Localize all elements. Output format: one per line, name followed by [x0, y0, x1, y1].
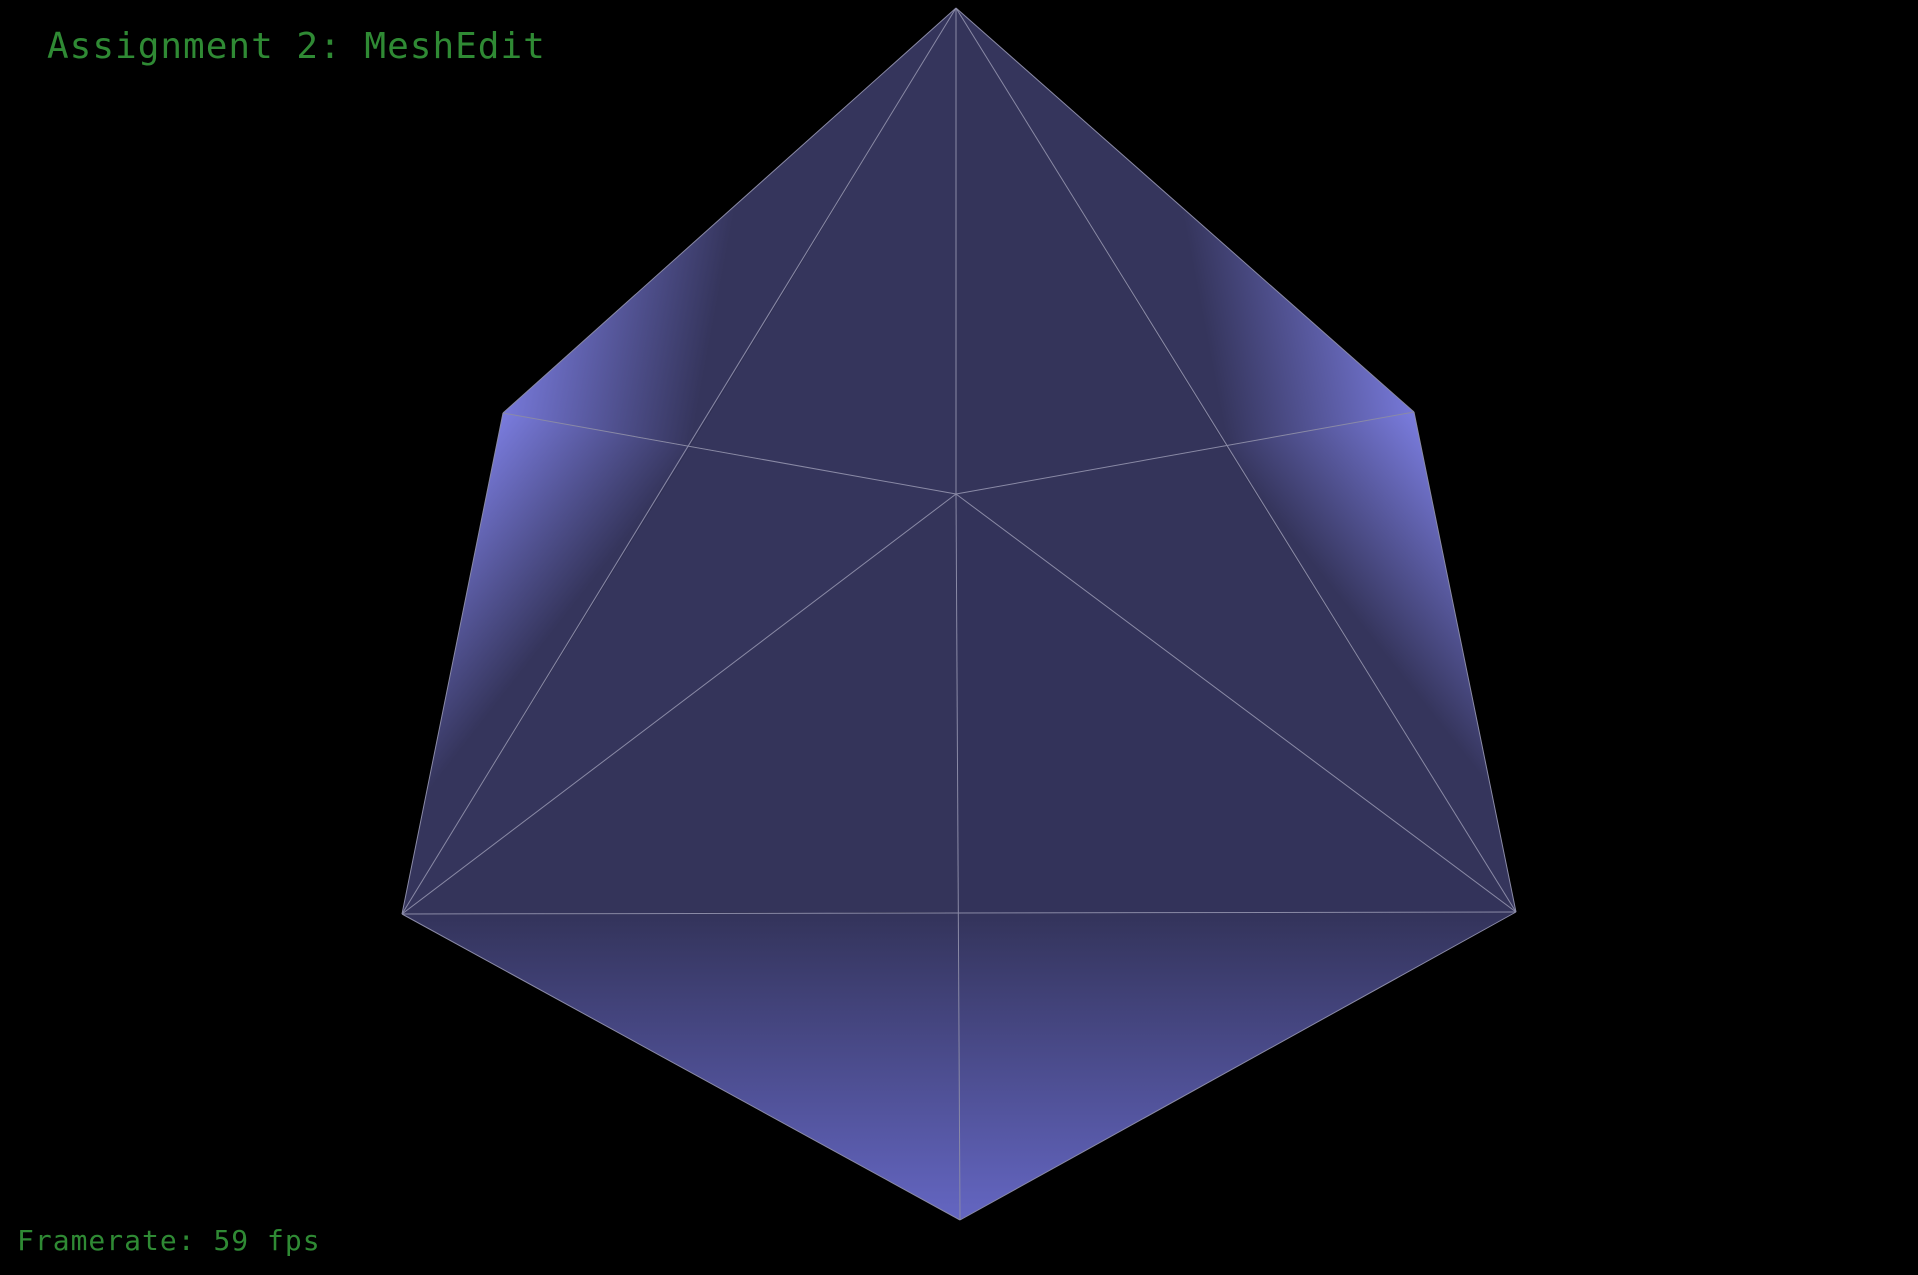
mesh-edge[interactable] — [401, 493, 957, 915]
mesh-edge[interactable] — [502, 7, 957, 414]
mesh-face-top-right-inner[interactable] — [956, 8, 1226, 494]
mesh-edge[interactable] — [959, 911, 1517, 1221]
mesh-edge[interactable] — [955, 411, 1415, 495]
mesh-face-top-right-outer[interactable] — [956, 8, 1414, 446]
mesh-face-right-outer[interactable] — [1226, 412, 1516, 912]
mesh-edge[interactable] — [955, 493, 961, 1221]
mesh-edge[interactable] — [401, 7, 957, 915]
mesh-edge[interactable] — [955, 7, 1517, 913]
mesh-face-left-inner[interactable] — [402, 446, 956, 914]
mesh-edge[interactable] — [401, 911, 1517, 915]
mesh-face-top-left-outer[interactable] — [503, 8, 956, 446]
framerate-readout: Framerate: 59 fps — [17, 1224, 321, 1257]
mesh-edge[interactable] — [401, 913, 961, 1221]
mesh-edge[interactable] — [502, 412, 957, 495]
mesh-edge[interactable] — [1413, 411, 1517, 913]
framerate-unit: fps — [267, 1224, 321, 1257]
mesh-face-right-inner[interactable] — [956, 446, 1516, 912]
mesh-edge[interactable] — [401, 412, 504, 915]
framerate-label: Framerate: — [17, 1224, 196, 1257]
framerate-value: 59 — [213, 1224, 250, 1257]
app-title: Assignment 2: MeshEdit — [47, 26, 546, 67]
mesh-edge[interactable] — [955, 7, 1415, 413]
mesh-edge[interactable] — [955, 493, 1517, 913]
mesh-face-left-outer[interactable] — [402, 413, 690, 914]
mesh-face-top-left-inner[interactable] — [690, 8, 956, 494]
